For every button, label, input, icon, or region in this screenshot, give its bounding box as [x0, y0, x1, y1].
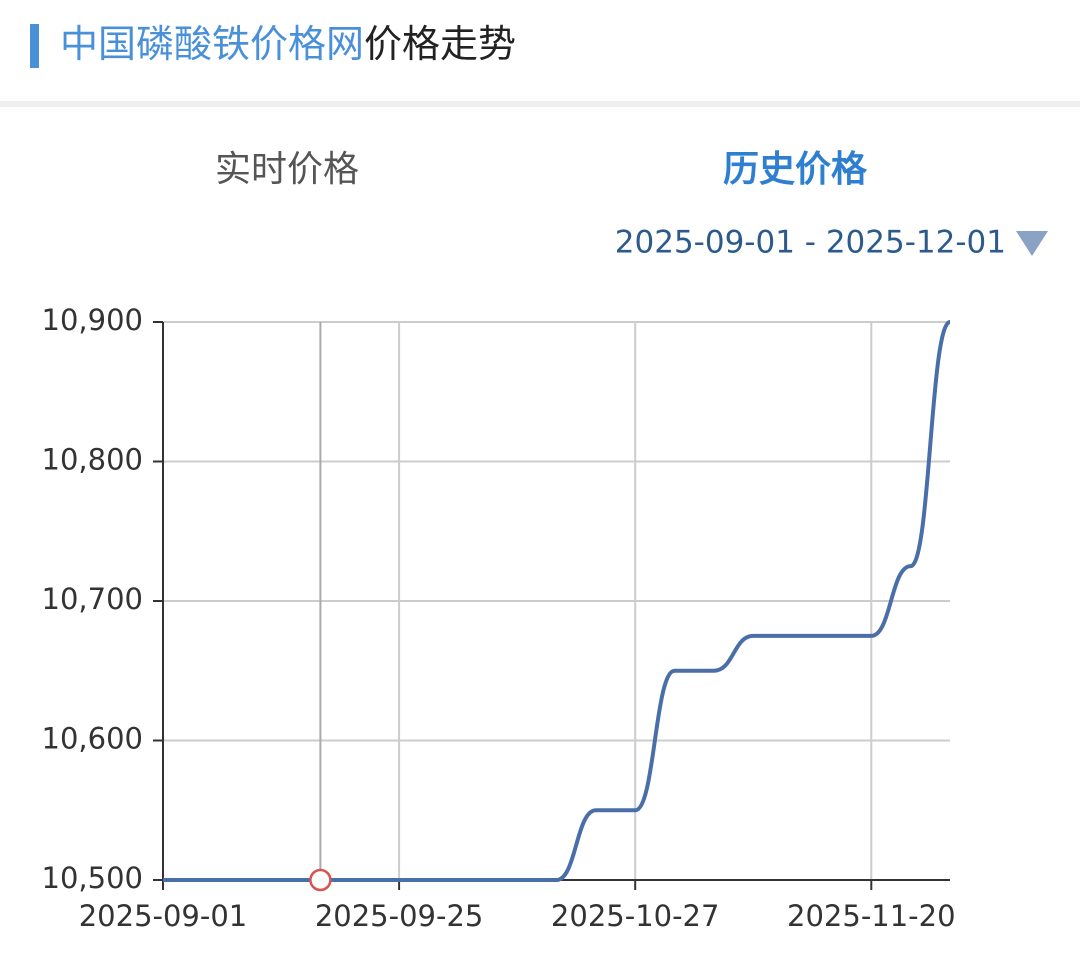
- line-series: [163, 320, 952, 882]
- brand-title: 中国磷酸铁价格网价格走势: [60, 22, 516, 66]
- y-tick-label: 10,800: [42, 443, 143, 477]
- hover-marker: [309, 868, 332, 892]
- y-tick-label: 10,500: [42, 861, 143, 895]
- brand: 中国磷酸铁价格网: [60, 22, 364, 66]
- x-tick-label: 2025-09-01: [79, 899, 248, 933]
- tab[interactable]: 实时价格: [215, 149, 359, 190]
- y-tick-label: 10,900: [42, 303, 143, 337]
- tab-active[interactable]: 历史价格: [723, 149, 868, 190]
- dropdown-arrow[interactable]: [1016, 231, 1048, 256]
- y-tick-label: 10,600: [42, 722, 143, 756]
- x-tick-label: 2025-09-25: [315, 899, 484, 933]
- x-tick-label: 2025-11-20: [787, 899, 956, 933]
- y-tick-label: 10,700: [42, 582, 143, 616]
- x-tick-label: 2025-10-27: [551, 899, 720, 933]
- separator: [0, 101, 1080, 107]
- title-bar: [30, 24, 39, 68]
- title-rest: 价格走势: [364, 22, 516, 66]
- date-range[interactable]: 2025-09-01 - 2025-12-01: [615, 225, 1006, 261]
- plot: 10,500 10,600 10,700 10,800 10,900 2025-09-01…: [42, 303, 956, 933]
